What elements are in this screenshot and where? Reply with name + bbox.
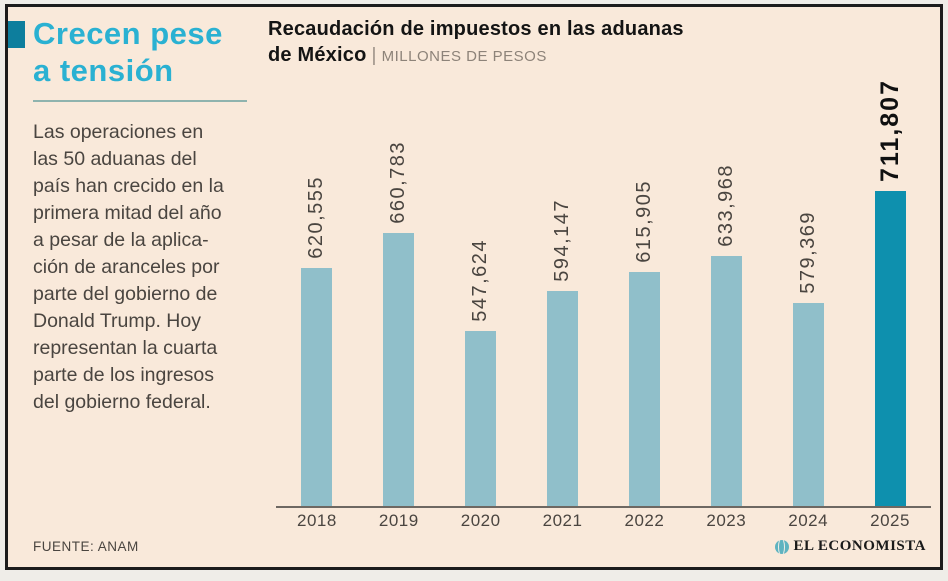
chart-title-separator: | [371,45,377,66]
x-tick-label: 2021 [542,511,583,530]
bar [465,331,497,506]
bar-value-label: 711,807 [875,79,904,182]
el-economista-globe-icon [774,539,789,554]
chart-header: Recaudación de impuestos en las aduanas … [268,16,930,70]
bar [628,272,660,506]
bar [874,191,906,506]
x-axis-labels: 2018 2019 2020 2021 2022 2023 2024 2025 [276,511,931,531]
x-tick-label: 2022 [624,511,665,530]
bar [547,291,579,506]
bar-column: 547,624 [440,79,522,506]
x-tick-label: 2025 [870,511,910,530]
bar [383,233,415,506]
chart-units-label: MILLONES DE PESOS [381,48,547,65]
x-tick-label: 2020 [460,511,501,530]
x-tick-label: 2023 [706,511,747,530]
bar-value-label: 620,555 [305,176,328,259]
x-tick-label: 2019 [378,511,419,530]
bar-column: 633,968 [685,79,767,506]
bar-column: 620,555 [276,79,358,506]
bar [301,268,333,506]
infographic-frame: Crecen pese a tensión Las operaciones en… [5,4,943,570]
publisher-logo: EL ECONOMISTA [774,538,927,555]
headline-line2: a tensión [33,53,174,88]
bar-column: 660,783 [358,79,440,506]
headline-marker-square [8,21,25,48]
headline-line1: Crecen pese [33,16,223,51]
bar-column: 615,905 [604,79,686,506]
bar [792,303,824,506]
bar-value-label: 615,905 [632,180,655,263]
bar-value-label: 547,624 [469,239,492,322]
bar-value-label: 633,968 [714,164,737,247]
bar-column: 594,147 [522,79,604,506]
source-credit: FUENTE: ANAM [33,539,139,554]
bar-value-label: 594,147 [551,199,574,282]
plot-area: 620,555 660,783 547,624 594,147 615,905 633,9… [276,79,931,508]
bar-value-label: 660,783 [387,141,410,224]
x-tick-label: 2018 [297,511,337,530]
chart-title-line2-text: de México [268,44,367,66]
chart-title-line2: de México | MILLONES DE PESOS [268,42,930,70]
bar-column: 579,369 [767,79,849,506]
x-tick-label: 2024 [788,511,829,530]
headline: Crecen pese a tensión [33,15,263,89]
summary-paragraph: Las operaciones en las 50 aduanas del pa… [33,121,224,413]
publisher-name: EL ECONOMISTA [793,538,926,554]
bar [710,256,742,506]
headline-divider [33,100,247,102]
chart-title-line1: Recaudación de impuestos en las aduanas [268,18,684,40]
bar-column: 711,807 [849,79,931,506]
bar-value-label: 579,369 [796,211,819,294]
